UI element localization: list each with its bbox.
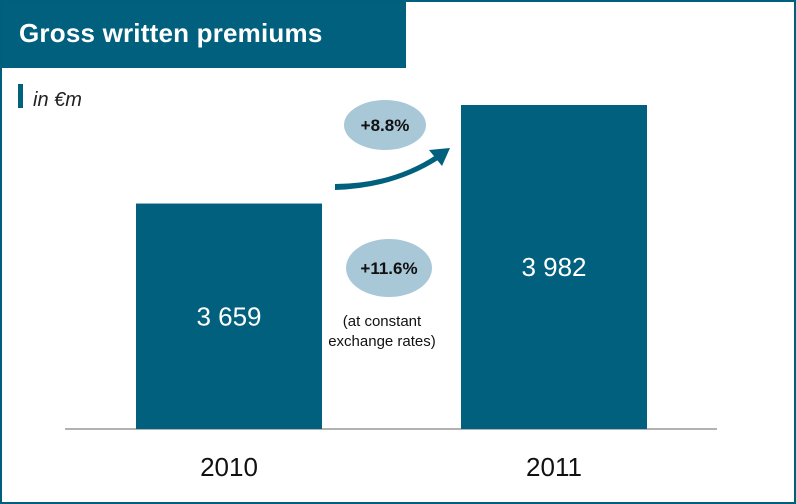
header-bar: Gross written premiums: [2, 2, 406, 68]
x-tick-label-2011: 2011: [526, 452, 582, 482]
bar-value-label-2011: 3 982: [521, 252, 586, 282]
growth-value-8-8: +8.8%: [361, 116, 410, 135]
bar-2010: [136, 203, 322, 429]
chart-title: Gross written premiums: [19, 18, 323, 48]
curved-arrow-icon: [335, 148, 450, 190]
x-tick-label-2010: 2010: [200, 452, 258, 482]
bar-value-label-2010: 3 659: [196, 301, 261, 331]
growth-bubble-11-6: [346, 239, 432, 297]
growth-bubble-8-8: [344, 100, 426, 150]
bar-2011: [461, 105, 647, 429]
unit-marker: [18, 84, 23, 108]
growth-value-11-6: +11.6%: [360, 259, 417, 278]
constant-rate-note: (at constant exchange rates): [328, 313, 436, 350]
unit-label: in €m: [33, 89, 82, 111]
